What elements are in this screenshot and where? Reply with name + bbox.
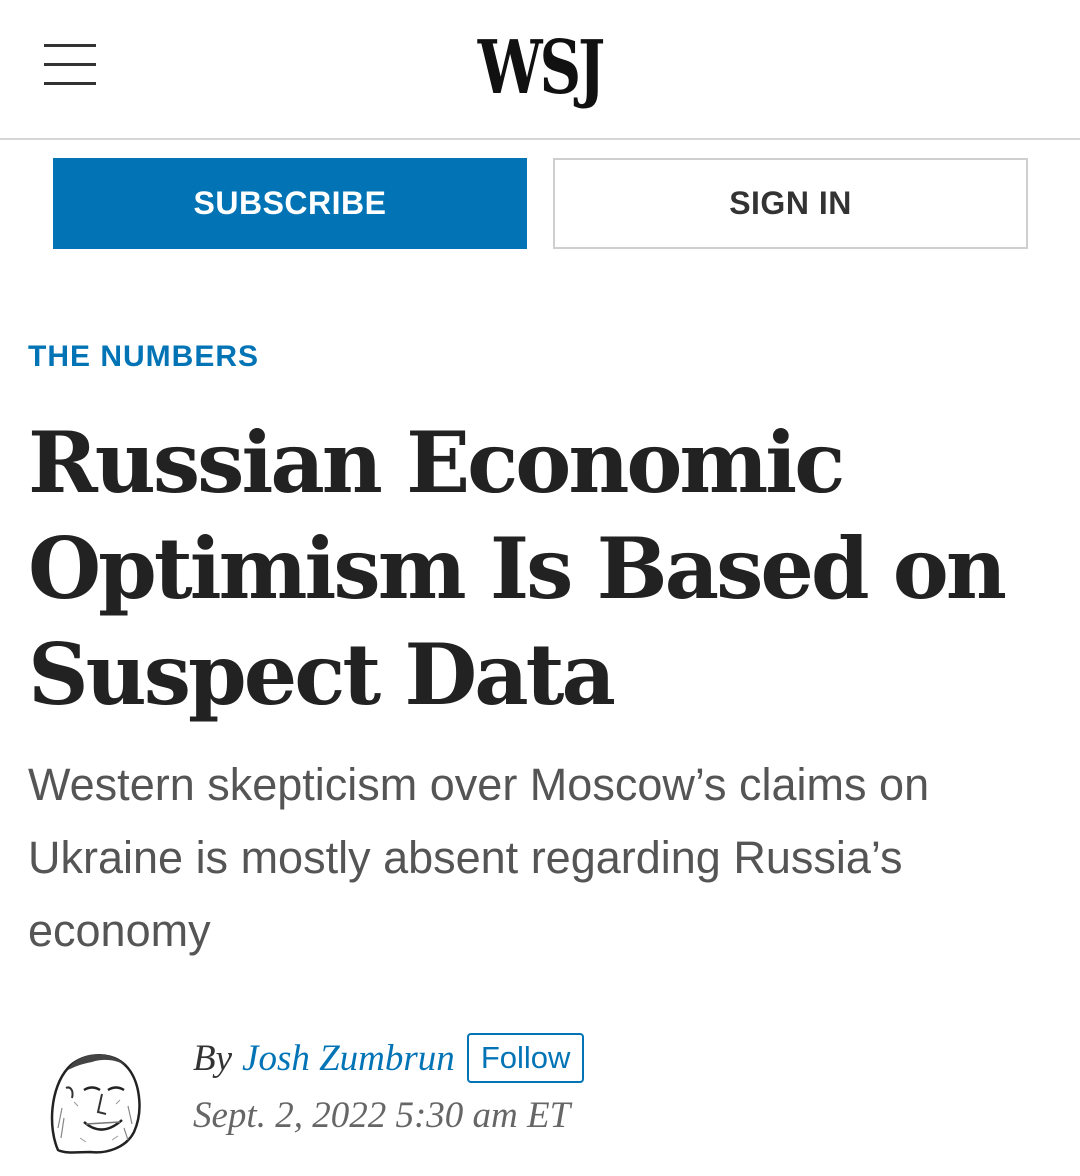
article-dek: Western skepticism over Moscow’s claims … [28, 759, 930, 956]
byline: By Josh Zumbrun Follow [193, 1032, 585, 1084]
wsj-logo[interactable]: WSJ [477, 25, 606, 111]
publish-date: Sept. 2, 2022 5:30 am ET [193, 1095, 571, 1136]
hamburger-menu-icon[interactable] [40, 40, 98, 90]
menu-line [44, 44, 96, 47]
section-label[interactable]: THE NUMBERS [28, 340, 260, 373]
article-headline: Russian Economic Optimism Is Based on Su… [28, 413, 1007, 724]
menu-line [44, 63, 96, 66]
byline-prefix: By [193, 1037, 233, 1079]
sign-in-button[interactable]: SIGN IN [553, 158, 1028, 249]
follow-button[interactable]: Follow [466, 1033, 585, 1083]
author-link[interactable]: Josh Zumbrun [242, 1037, 455, 1079]
subscribe-button[interactable]: SUBSCRIBE [53, 158, 527, 249]
author-avatar [50, 1054, 141, 1154]
top-header: WSJ [0, 0, 1080, 140]
menu-line [44, 82, 96, 85]
